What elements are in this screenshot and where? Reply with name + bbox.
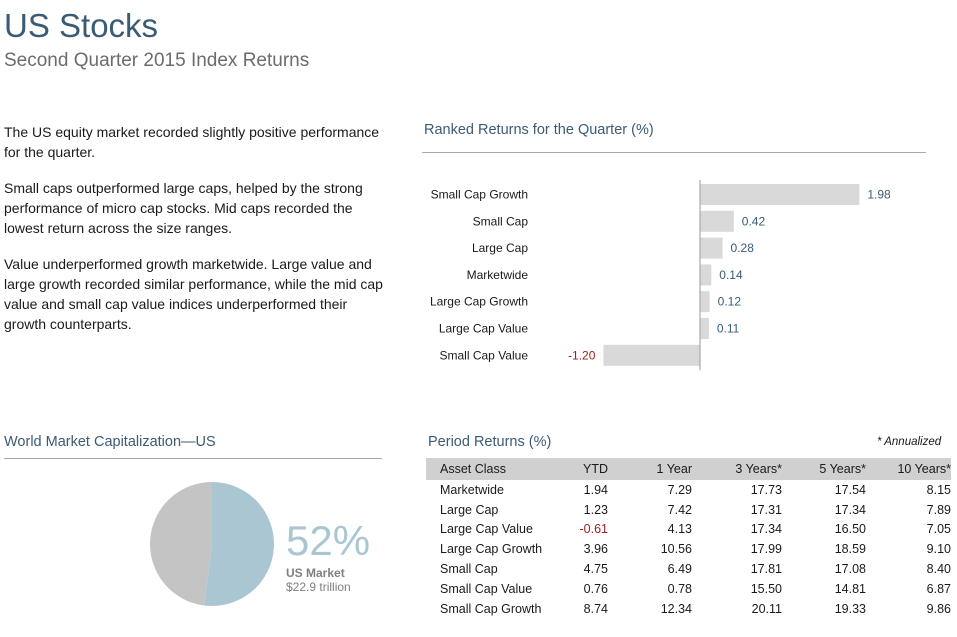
return-cell: 14.81 bbox=[834, 581, 866, 596]
return-cell: 7.42 bbox=[667, 502, 692, 517]
asset-class-cell: Large Cap Growth bbox=[440, 542, 543, 557]
table-row: Small Cap Value 0.76 0.78 15.50 14.81 6.87 bbox=[426, 579, 951, 599]
period-table-body: Marketwide 1.94 7.29 17.73 17.54 8.15 Large Ca… bbox=[426, 480, 951, 619]
ranked-returns-divider bbox=[422, 152, 926, 153]
table-row: Large Cap Growth 3.96 10.56 17.99 18.59 9.10 bbox=[426, 539, 951, 559]
bar bbox=[700, 318, 709, 339]
return-cell: 7.05 bbox=[926, 522, 951, 537]
return-cell: 17.08 bbox=[834, 562, 866, 577]
return-cell: 17.54 bbox=[834, 482, 866, 497]
asset-class-cell: Large Cap Value bbox=[440, 522, 533, 537]
bar-category-label: Large Cap Value bbox=[439, 322, 529, 336]
table-row: Marketwide 1.94 7.29 17.73 17.54 8.15 bbox=[426, 480, 951, 500]
return-cell: 15.50 bbox=[750, 581, 782, 596]
bar bbox=[700, 291, 710, 313]
table-row: Small Cap Growth 8.74 12.34 20.11 19.33 9.86 bbox=[426, 599, 951, 619]
return-cell: 7.29 bbox=[667, 482, 692, 497]
column-header: 3 Years* bbox=[692, 458, 782, 480]
asset-class-cell: Small Cap bbox=[440, 562, 498, 577]
return-cell: 6.49 bbox=[667, 562, 692, 577]
bar bbox=[700, 264, 712, 286]
return-cell: 20.11 bbox=[751, 601, 782, 616]
period-table-header: Asset Class YTD 1 Year 3 Years* 5 Years* 10 Y… bbox=[426, 458, 951, 480]
commentary-paragraph-2: Small caps outperformed large caps, help… bbox=[4, 180, 363, 236]
page-title: US Stocks bbox=[4, 7, 159, 44]
us-market-value: $22.9 trillion bbox=[286, 580, 351, 594]
bar-category-label: Marketwide bbox=[467, 268, 529, 282]
ranked-returns-title: Ranked Returns for the Quarter (%) bbox=[424, 122, 654, 138]
pie-slice-us-market bbox=[204, 482, 275, 606]
asset-class-cell: Marketwide bbox=[440, 482, 504, 497]
return-cell: 7.89 bbox=[926, 502, 951, 517]
return-cell: 18.59 bbox=[834, 542, 866, 557]
bar-value-label: 0.11 bbox=[717, 322, 740, 336]
return-cell: -0.61 bbox=[579, 522, 609, 537]
bar bbox=[700, 237, 723, 259]
table-row: Large Cap 1.23 7.42 17.31 17.34 7.89 bbox=[426, 500, 951, 520]
return-cell: 9.10 bbox=[926, 542, 951, 557]
world-cap-pie-chart bbox=[150, 482, 275, 606]
table-row: Large Cap Value -0.61 4.13 17.34 16.50 7.05 bbox=[426, 520, 951, 540]
pie-slice-rest bbox=[150, 482, 212, 606]
bar bbox=[603, 344, 700, 366]
bar-category-label: Large Cap Growth bbox=[430, 295, 528, 309]
asset-class-cell: Small Cap Growth bbox=[440, 601, 542, 616]
return-cell: 19.33 bbox=[834, 601, 866, 616]
return-cell: 6.87 bbox=[926, 581, 951, 596]
return-cell: 9.86 bbox=[926, 601, 951, 616]
period-returns-title: Period Returns (%) bbox=[428, 434, 552, 450]
return-cell: 4.75 bbox=[583, 562, 608, 577]
period-returns-table: Asset Class YTD 1 Year 3 Years* 5 Years* 10 Y… bbox=[426, 458, 951, 619]
world-cap-title: World Market Capitalization—US bbox=[4, 434, 216, 450]
asset-class-cell: Large Cap bbox=[440, 502, 499, 517]
return-cell: 0.78 bbox=[667, 581, 692, 596]
bar-category-label: Small Cap Growth bbox=[431, 188, 528, 202]
annualized-note: * Annualized bbox=[877, 436, 942, 448]
bar-category-label: Small Cap Value bbox=[440, 348, 529, 362]
bar-value-label: 1.98 bbox=[867, 188, 891, 202]
return-cell: 12.34 bbox=[660, 601, 692, 616]
return-cell: 8.40 bbox=[926, 562, 951, 577]
bar-value-label: -1.20 bbox=[568, 348, 596, 362]
commentary-paragraph-3: Value underperformed growth marketwide. … bbox=[4, 256, 383, 332]
page-subtitle: Second Quarter 2015 Index Returns bbox=[4, 50, 310, 71]
return-cell: 4.13 bbox=[667, 522, 692, 537]
return-cell: 1.94 bbox=[583, 482, 608, 497]
return-cell: 10.56 bbox=[660, 542, 692, 557]
world-cap-divider bbox=[4, 458, 382, 459]
commentary-paragraph-1: The US equity market recorded slightly p… bbox=[4, 124, 380, 160]
column-header: Asset Class bbox=[426, 458, 556, 480]
return-cell: 8.74 bbox=[583, 601, 608, 616]
return-cell: 17.81 bbox=[750, 562, 782, 577]
return-cell: 16.50 bbox=[834, 522, 866, 537]
bar-value-label: 0.28 bbox=[731, 241, 755, 255]
bar-category-label: Large Cap bbox=[472, 241, 528, 255]
bar-value-label: 0.42 bbox=[742, 214, 766, 228]
us-market-percent: 52% bbox=[286, 517, 371, 564]
table-row: Small Cap 4.75 6.49 17.81 17.08 8.40 bbox=[426, 559, 951, 579]
return-cell: 17.31 bbox=[750, 502, 782, 517]
bar-category-label: Small Cap bbox=[473, 214, 529, 228]
column-header: 1 Year bbox=[608, 458, 692, 480]
column-header: 5 Years* bbox=[782, 458, 866, 480]
ranked-returns-chart: Small Cap Growth 1.98 Small Cap 0.42 Large C… bbox=[430, 180, 891, 370]
bar-value-label: 0.14 bbox=[719, 268, 743, 282]
return-cell: 1.23 bbox=[583, 502, 608, 517]
return-cell: 17.34 bbox=[834, 502, 866, 517]
return-cell: 17.34 bbox=[750, 522, 782, 537]
return-cell: 0.76 bbox=[583, 581, 608, 596]
us-market-label: US Market bbox=[286, 566, 345, 580]
column-header: YTD bbox=[556, 458, 608, 480]
bar bbox=[700, 184, 860, 205]
return-cell: 8.15 bbox=[926, 482, 951, 497]
return-cell: 17.99 bbox=[750, 542, 782, 557]
column-header: 10 Years* bbox=[866, 458, 951, 480]
bar-value-label: 0.12 bbox=[718, 295, 742, 309]
return-cell: 17.73 bbox=[750, 482, 782, 497]
return-cell: 3.96 bbox=[583, 542, 608, 557]
bar bbox=[700, 210, 734, 232]
asset-class-cell: Small Cap Value bbox=[440, 581, 533, 596]
